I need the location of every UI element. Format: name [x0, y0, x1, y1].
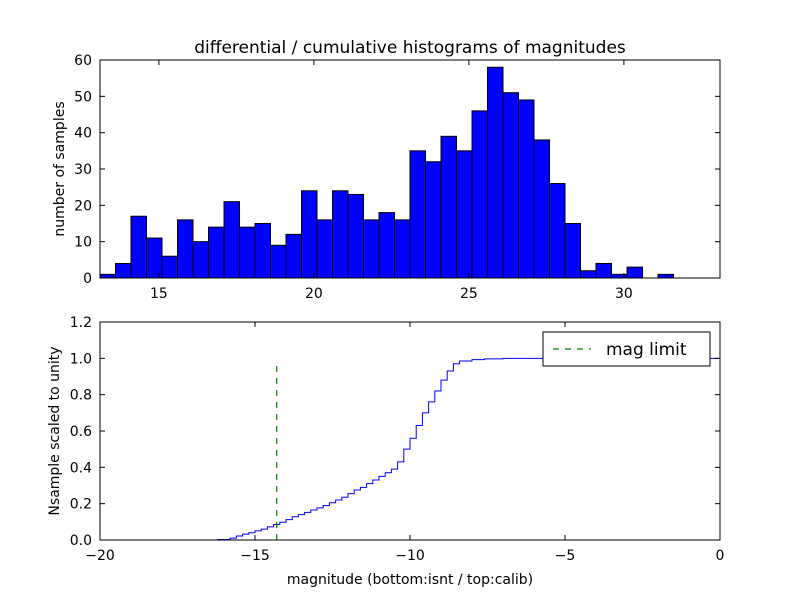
histogram-bar: [549, 183, 566, 279]
histogram-bar: [471, 110, 488, 279]
histogram-bar: [502, 92, 519, 279]
histogram-bar: [626, 266, 643, 279]
histogram-bar: [146, 237, 163, 279]
top-axes-frame: [99, 59, 721, 279]
bottom-x-tick-label: −20: [85, 548, 115, 564]
histogram-bar: [518, 99, 535, 279]
bottom-x-ticks: −20 −15 −10 −5 0: [85, 322, 724, 564]
top-y-tick-label: 10: [74, 235, 92, 251]
histogram-bar: [363, 219, 380, 279]
legend: mag limit: [542, 331, 711, 367]
histogram-bar: [456, 150, 473, 279]
histogram-bar: [115, 262, 132, 279]
histogram-bar: [425, 161, 442, 279]
histogram-bar: [99, 273, 116, 279]
top-x-tick-label: 20: [305, 286, 323, 302]
histogram-bar: [223, 201, 240, 279]
top-y-tick-label: 0: [83, 271, 92, 287]
top-title: differential / cumulative histograms of …: [194, 38, 626, 58]
bottom-x-tick-label: −5: [555, 548, 576, 564]
histogram-bar: [130, 215, 147, 279]
top-y-tick-label: 20: [74, 198, 92, 214]
legend-label-mag-limit: mag limit: [606, 340, 687, 360]
histogram-bar: [487, 66, 504, 279]
bottom-ylabel: Nsample scaled to unity: [47, 346, 63, 515]
bottom-y-tick-label: 0.4: [70, 460, 92, 476]
top-ylabel: number of samples: [52, 101, 68, 236]
histogram-bar: [409, 150, 426, 279]
histogram-bar: [378, 212, 395, 279]
cumulative-step-line: [100, 357, 721, 541]
bottom-y-tick-label: 0.6: [70, 424, 92, 440]
top-x-tick-label: 15: [150, 286, 168, 302]
top-y-ticks: 0 10 20 30 40 50 60: [74, 53, 720, 287]
histogram-bar: [564, 223, 581, 279]
histogram-bar: [270, 244, 287, 279]
bottom-x-tick-label: 0: [716, 548, 725, 564]
bottom-y-tick-label: 0.8: [70, 388, 92, 404]
histogram-bar: [316, 219, 333, 279]
bottom-y-ticks: 0.0 0.2 0.4 0.6 0.8 1.0 1.2: [70, 315, 720, 549]
histogram-bars: [99, 66, 674, 279]
histogram-bar: [192, 241, 209, 279]
cumulative-series: [100, 357, 721, 541]
histogram-bar: [161, 255, 178, 279]
histogram-bar: [580, 270, 597, 279]
top-y-tick-label: 30: [74, 162, 92, 178]
bottom-x-tick-label: −10: [395, 548, 425, 564]
top-x-tick-label: 25: [460, 286, 478, 302]
histogram-bar: [595, 262, 612, 279]
histogram-bar: [440, 135, 457, 279]
histogram-bar: [285, 233, 302, 279]
histogram-bar: [301, 190, 318, 279]
histogram-bar: [533, 139, 550, 279]
histogram-bar: [657, 273, 674, 279]
bottom-y-tick-label: 1.2: [70, 315, 92, 331]
histogram-bar: [208, 226, 225, 279]
histogram-bar: [239, 226, 256, 279]
cumulative-panel: Nsample scaled to unity magnitude (botto…: [47, 315, 724, 588]
histogram-bar: [177, 219, 194, 279]
top-x-ticks: 15 20 25 30: [150, 60, 633, 302]
histogram-panel: differential / cumulative histograms of …: [52, 38, 721, 302]
top-x-tick-label: 30: [615, 286, 633, 302]
histogram-bar: [394, 219, 411, 279]
bottom-y-tick-label: 0.0: [70, 533, 92, 549]
histogram-bar: [332, 190, 349, 279]
bottom-xlabel: magnitude (bottom:isnt / top:calib): [287, 572, 533, 588]
histogram-bar: [611, 273, 628, 279]
bottom-y-tick-label: 0.2: [70, 497, 92, 513]
bottom-y-tick-label: 1.0: [70, 351, 92, 367]
top-y-tick-label: 60: [74, 53, 92, 69]
histogram-bar: [347, 193, 364, 279]
bottom-axes-frame: [99, 321, 721, 541]
histogram-bar: [254, 223, 271, 279]
bottom-x-tick-label: −15: [240, 548, 270, 564]
top-y-tick-label: 40: [74, 126, 92, 142]
top-y-tick-label: 50: [74, 89, 92, 105]
